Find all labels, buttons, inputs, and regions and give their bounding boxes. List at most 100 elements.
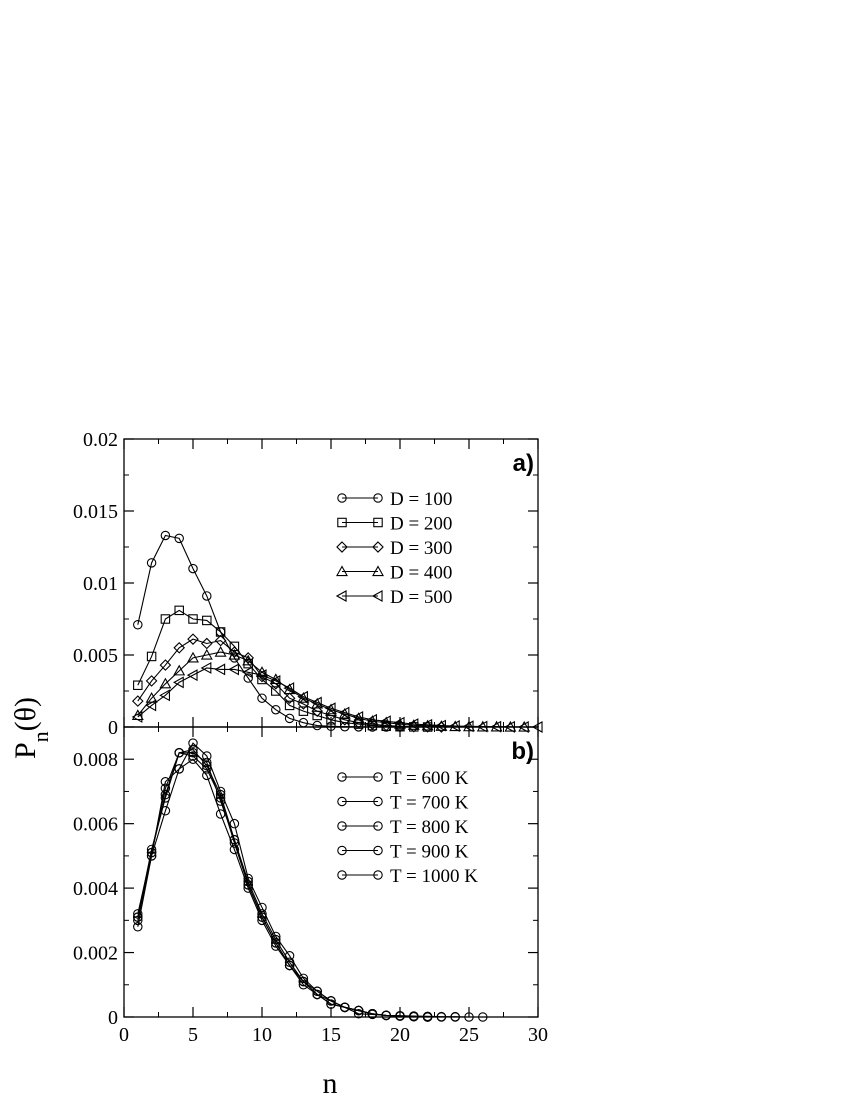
legend-marker [335, 590, 347, 602]
y-tick-label: 0.015 [73, 501, 118, 523]
data-point [324, 702, 336, 715]
panel-b: 0 5 10 15 20 25 30 0 0.002 0.004 0.006 0.008 b) T = 6… [73, 726, 548, 1046]
data-point [187, 651, 199, 663]
data-point [188, 748, 198, 758]
data-point [228, 648, 241, 660]
data-point [284, 700, 295, 711]
legend-marker [336, 541, 348, 553]
legend-label: D = 400 [390, 563, 452, 584]
data-area [131, 530, 543, 733]
y-tick-label: 0.004 [73, 878, 118, 900]
series-2 [133, 605, 433, 732]
data-point [449, 720, 460, 732]
data-point [450, 1012, 460, 1022]
data-point [146, 651, 157, 662]
data-point [435, 719, 446, 732]
series-line [137, 758, 428, 1018]
data-point [312, 989, 322, 1000]
legend-marker [337, 772, 347, 782]
y-tick-label: 0.01 [83, 573, 118, 595]
legend-marker [337, 845, 347, 856]
data-point [188, 754, 198, 764]
data-point [283, 692, 296, 705]
legend-label: T = 1000 K [390, 866, 478, 887]
legend-entry: T = 600 K [337, 768, 469, 789]
data-point [353, 1009, 364, 1019]
data-point [160, 789, 171, 800]
legend-marker [337, 796, 347, 807]
legend-marker [373, 772, 383, 782]
data-point [188, 563, 198, 574]
data-point [395, 1011, 405, 1021]
y-tick-label: 0.008 [73, 749, 118, 771]
series-1 [133, 530, 405, 732]
data-point [352, 710, 364, 723]
data-point [422, 1012, 433, 1022]
data-point [255, 669, 267, 682]
data-point [187, 633, 199, 645]
data-point [202, 751, 212, 761]
legend-marker [373, 845, 383, 856]
data-point [464, 1012, 474, 1022]
data-point [284, 960, 295, 971]
data-point [188, 738, 198, 748]
data-point [159, 689, 170, 702]
data-point [131, 695, 144, 707]
data-point [229, 844, 240, 855]
data-point [367, 1009, 378, 1019]
legend-entry: T = 900 K [337, 842, 469, 863]
series-line [137, 752, 428, 1018]
data-point [200, 637, 213, 650]
data-point [202, 757, 212, 768]
legend-label: T = 700 K [390, 793, 469, 814]
data-point [257, 693, 267, 703]
legend-label: T = 800 K [390, 817, 469, 838]
legend-marker [371, 590, 383, 602]
legend-marker [373, 870, 383, 880]
panel-label: a) [513, 450, 534, 477]
x-tick-label: 15 [321, 1024, 341, 1046]
legend-label: D = 100 [390, 489, 452, 510]
data-point [311, 705, 324, 717]
data-point [311, 696, 322, 709]
y-tick-label: 0.002 [73, 943, 118, 965]
data-point [326, 996, 336, 1006]
y-axis-label: Pn(θ) [9, 697, 53, 759]
series-line [137, 534, 400, 728]
legend-entry: D = 100 [337, 489, 452, 510]
data-point [338, 706, 350, 719]
data-point [298, 706, 309, 716]
data-point [257, 912, 267, 922]
x-tick-label: 0 [119, 1024, 129, 1046]
data-point [174, 748, 184, 758]
data-point [200, 661, 212, 674]
data-point [174, 533, 184, 544]
series-3 [131, 633, 448, 733]
y-tick-label: 0 [108, 1007, 118, 1029]
legend-label: D = 200 [390, 514, 452, 535]
data-point [186, 669, 198, 682]
data-point [436, 1012, 447, 1022]
legend-marker [373, 796, 383, 807]
data-point [326, 999, 336, 1009]
data-point [242, 654, 255, 666]
data-point [131, 710, 143, 723]
legend-marker [337, 493, 347, 503]
series-4 [133, 754, 433, 1022]
x-tick-label: 20 [390, 1024, 410, 1046]
data-point [133, 922, 143, 932]
data-point [284, 713, 295, 724]
data-point [160, 530, 171, 541]
legend-label: D = 500 [390, 587, 452, 608]
data-point [146, 847, 157, 858]
series-3 [133, 748, 433, 1022]
series-line [137, 609, 428, 728]
legend-marker [373, 493, 383, 503]
legend-marker [337, 517, 347, 528]
panel-a: 0 0.005 0.01 0.015 0.02 a) D = 100 D = 200 D = 3… [73, 429, 543, 739]
legend-entry: T = 700 K [337, 793, 469, 814]
data-point [160, 614, 171, 624]
legend-marker [336, 565, 348, 577]
data-point [202, 615, 212, 626]
